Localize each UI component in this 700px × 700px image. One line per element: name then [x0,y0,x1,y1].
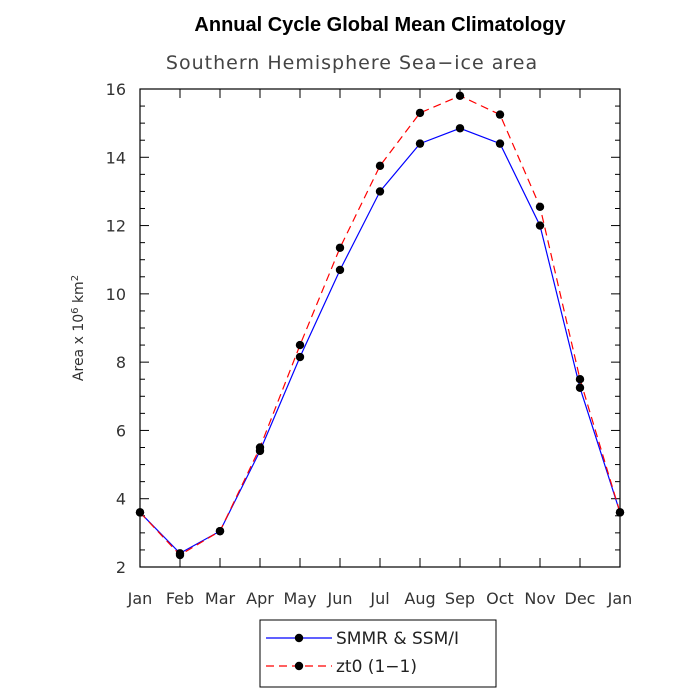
data-point-series0 [295,352,305,362]
plot-frame [139,88,621,568]
y-tick-label: 2 [116,558,126,577]
y-tick-label: 14 [106,148,126,167]
y-tick-label: 8 [116,353,126,372]
x-tick-label: Jun [327,589,353,608]
x-tick-label: Feb [166,589,194,608]
y-tick-label: 12 [106,217,126,236]
data-point-series0 [375,187,385,196]
x-tick-label: Mar [205,589,236,608]
legend-label-1: zt0 (1−1) [336,657,417,677]
x-tick-label: May [283,589,316,608]
data-point-series0 [575,383,585,392]
y-tick-labels: 2 4 6 8 10 12 14 16 [106,80,126,577]
legend-box [259,619,497,688]
chart-subtitle: Southern Hemisphere Sea−ice area [166,52,538,74]
y-tick-label: 10 [106,285,126,304]
x-tick-label: Nov [524,589,555,608]
x-tick-labels: Jan Feb Mar Apr May Jun Jul Aug Sep Oct Nov Dec Jan [127,589,633,608]
y-tick-label: 16 [106,80,126,99]
data-point-series1 [495,110,505,119]
y-tick-label: 6 [116,421,126,440]
legend-marker-0 [294,633,304,643]
data-point-series1 [135,508,145,517]
data-point-series0 [535,221,545,230]
data-point-series0 [495,139,505,148]
chart-title: Annual Cycle Global Mean Climatology [194,14,566,36]
data-point-series1 [175,550,185,560]
data-point-series1 [295,340,305,350]
data-point-series1 [615,508,625,517]
x-tick-label: Aug [404,589,435,608]
data-point-series0 [455,124,465,133]
legend-label-0: SMMR & SSM/I [336,629,459,649]
x-tick-label: Oct [486,589,514,608]
x-tick-label: Dec [565,589,596,608]
axis-ticks [139,88,621,568]
y-tick-label: 4 [116,490,126,509]
legend: SMMR & SSM/I zt0 (1−1) [259,619,497,688]
x-tick-label: Sep [445,589,475,608]
data-point-series1 [575,375,585,384]
legend-marker-1 [294,661,304,671]
data-point-series1 [335,243,345,252]
data-point-series0 [415,139,425,148]
data-point-series1 [415,108,425,118]
data-point-series1 [255,443,265,452]
data-point-series1 [535,202,545,211]
data-point-series0 [335,265,345,275]
x-tick-label: Jan [607,589,633,608]
x-tick-label: Apr [246,589,274,608]
x-tick-label: Jan [127,589,153,608]
data-point-series1 [375,161,385,171]
x-tick-label: Jul [369,589,389,608]
data-point-series1 [455,91,465,101]
y-axis-label: Area x 106 km2 [70,275,88,381]
data-point-series1 [215,526,225,536]
series-group [135,91,625,560]
